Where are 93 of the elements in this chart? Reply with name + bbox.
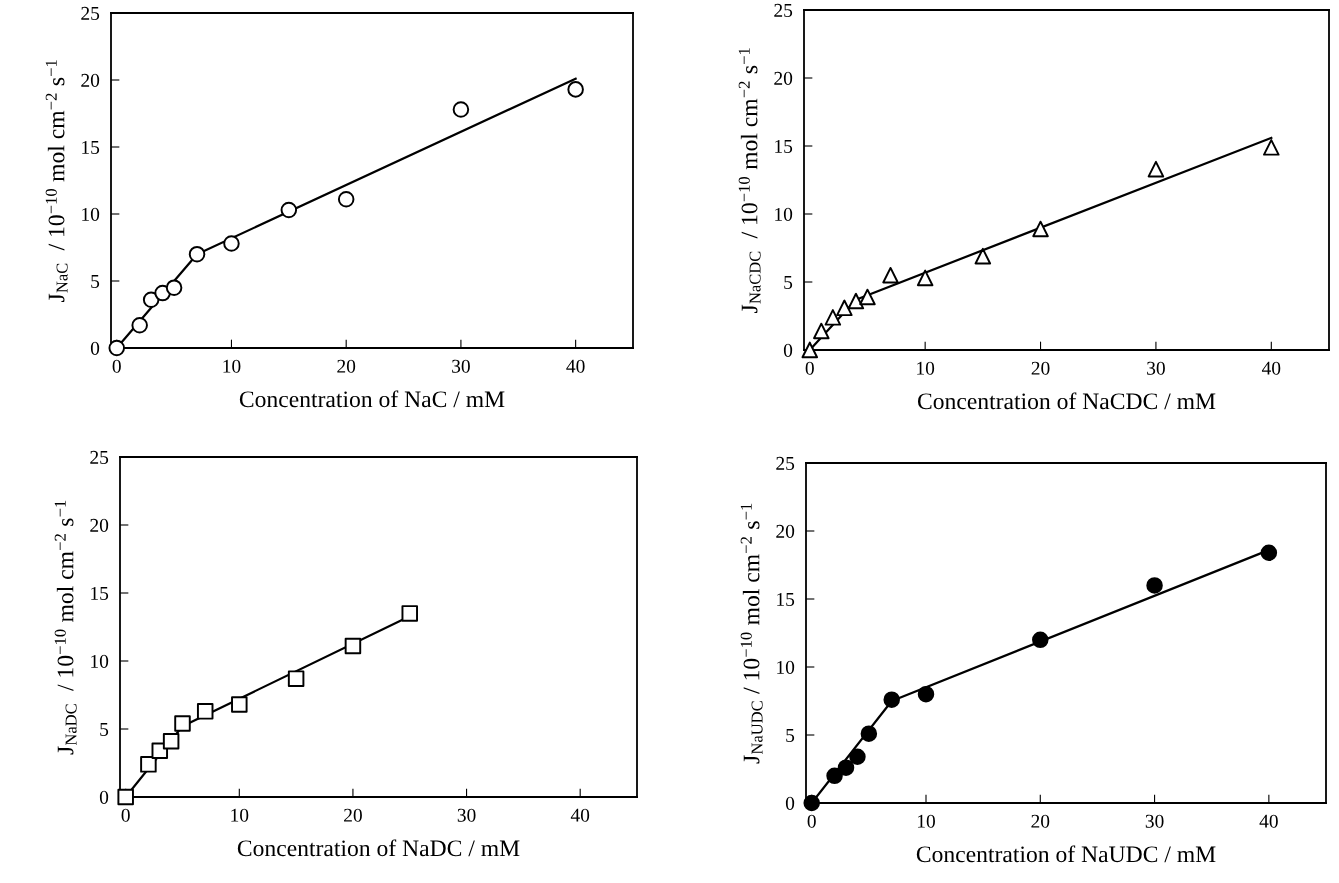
x-axis-title: Concentration of NaCDC / mM <box>917 392 1216 410</box>
y-axis-title: J$_{NaCDC}$ / 10$^{−10}$ mol cm$^{−2}$ s$^{−1}$ <box>738 48 761 313</box>
x-tick-label: 10 <box>917 361 935 375</box>
y-axis-title: J$_{NaUDC}$ / 10$^{−10}$ mol cm$^{−2}$ s$^{−1}$ <box>740 503 763 764</box>
point <box>344 637 362 655</box>
point <box>108 339 125 357</box>
y-tick-label: 5 <box>100 723 109 736</box>
x-tick-label: 40 <box>1261 361 1281 375</box>
y-tick-label: 15 <box>777 592 795 606</box>
point <box>174 715 191 732</box>
y-tick-label: 0 <box>783 343 793 357</box>
y-tick-label: 10 <box>91 654 109 668</box>
y-axis-title: J$_{NaDC}$ / 10$^{−10}$ mol cm$^{−2}$ s$^{−1}$ <box>54 500 77 755</box>
point <box>849 748 866 766</box>
point <box>223 235 240 252</box>
point <box>131 316 148 334</box>
y-tick-label: 25 <box>774 3 793 17</box>
point <box>142 291 160 309</box>
y-tick-label: 20 <box>81 73 100 87</box>
x-tick-label: 20 <box>337 359 356 373</box>
y-tick-label: 0 <box>90 341 100 355</box>
x-tick-label: 20 <box>344 808 362 822</box>
x-tick-label: 0 <box>121 808 130 822</box>
point <box>117 788 134 806</box>
x-tick-label: 0 <box>805 361 814 375</box>
point <box>847 292 865 310</box>
point <box>1032 220 1049 238</box>
point <box>836 299 853 317</box>
x-tick-label: 0 <box>112 359 121 373</box>
point <box>162 732 180 750</box>
x-tick-label: 10 <box>917 814 935 828</box>
point <box>280 201 298 219</box>
point <box>165 279 183 296</box>
y-tick-label: 5 <box>784 276 793 289</box>
y-tick-label: 5 <box>91 275 100 288</box>
y-tick-label: 10 <box>82 207 100 221</box>
x-tick-label: 20 <box>1031 361 1050 375</box>
x-axis-title: Concentration of NaDC / mM <box>237 839 520 857</box>
point <box>1260 544 1278 562</box>
y-tick-label: 15 <box>91 586 109 600</box>
point <box>287 670 305 687</box>
point <box>1032 631 1049 649</box>
point <box>337 191 355 208</box>
point <box>974 247 992 265</box>
point <box>140 756 157 773</box>
point <box>824 309 842 326</box>
y-tick-label: 20 <box>90 518 109 532</box>
point <box>860 725 878 742</box>
x-tick-label: 10 <box>223 359 241 373</box>
y-tick-label: 20 <box>774 71 793 85</box>
x-tick-label: 40 <box>566 359 585 373</box>
point <box>859 288 876 306</box>
y-tick-label: 25 <box>90 450 109 464</box>
x-tick-label: 20 <box>1031 814 1050 828</box>
y-tick-label: 0 <box>785 796 795 810</box>
point <box>1146 577 1163 594</box>
y-tick-label: 15 <box>82 140 100 154</box>
y-tick-label: 0 <box>99 790 109 804</box>
x-axis-title: Concentration of NaC / mM <box>239 390 505 408</box>
point <box>188 245 206 263</box>
point <box>1263 139 1280 156</box>
point <box>801 341 819 359</box>
x-tick-label: 30 <box>452 359 470 373</box>
point <box>882 266 899 284</box>
point <box>883 691 900 708</box>
point <box>567 81 584 98</box>
point <box>917 685 935 703</box>
y-tick-label: 25 <box>81 6 100 20</box>
x-tick-label: 10 <box>231 808 249 822</box>
x-tick-label: 40 <box>1259 814 1278 828</box>
y-axis-title: J$_{NaC}$ / 10$^{−10}$ mol cm$^{−2}$ s$^{−1}$ <box>45 60 68 302</box>
point <box>452 101 470 118</box>
x-tick-label: 40 <box>570 808 590 822</box>
point <box>826 767 843 785</box>
y-tick-label: 20 <box>776 524 795 538</box>
point <box>231 696 248 713</box>
y-tick-label: 5 <box>786 729 795 742</box>
y-tick-label: 25 <box>776 456 795 470</box>
x-tick-label: 30 <box>1145 814 1164 828</box>
point <box>196 703 214 720</box>
point <box>803 794 820 812</box>
x-tick-label: 30 <box>457 808 476 822</box>
y-tick-label: 15 <box>775 139 793 153</box>
point <box>1147 160 1165 178</box>
point <box>837 759 855 776</box>
point <box>401 605 418 622</box>
x-axis-title: Concentration of NaUDC / mM <box>916 845 1216 863</box>
point <box>813 322 830 340</box>
x-tick-label: 30 <box>1147 361 1165 375</box>
point <box>916 269 934 287</box>
y-tick-label: 10 <box>775 207 793 221</box>
y-tick-label: 10 <box>777 660 795 674</box>
x-tick-label: 0 <box>807 814 816 828</box>
